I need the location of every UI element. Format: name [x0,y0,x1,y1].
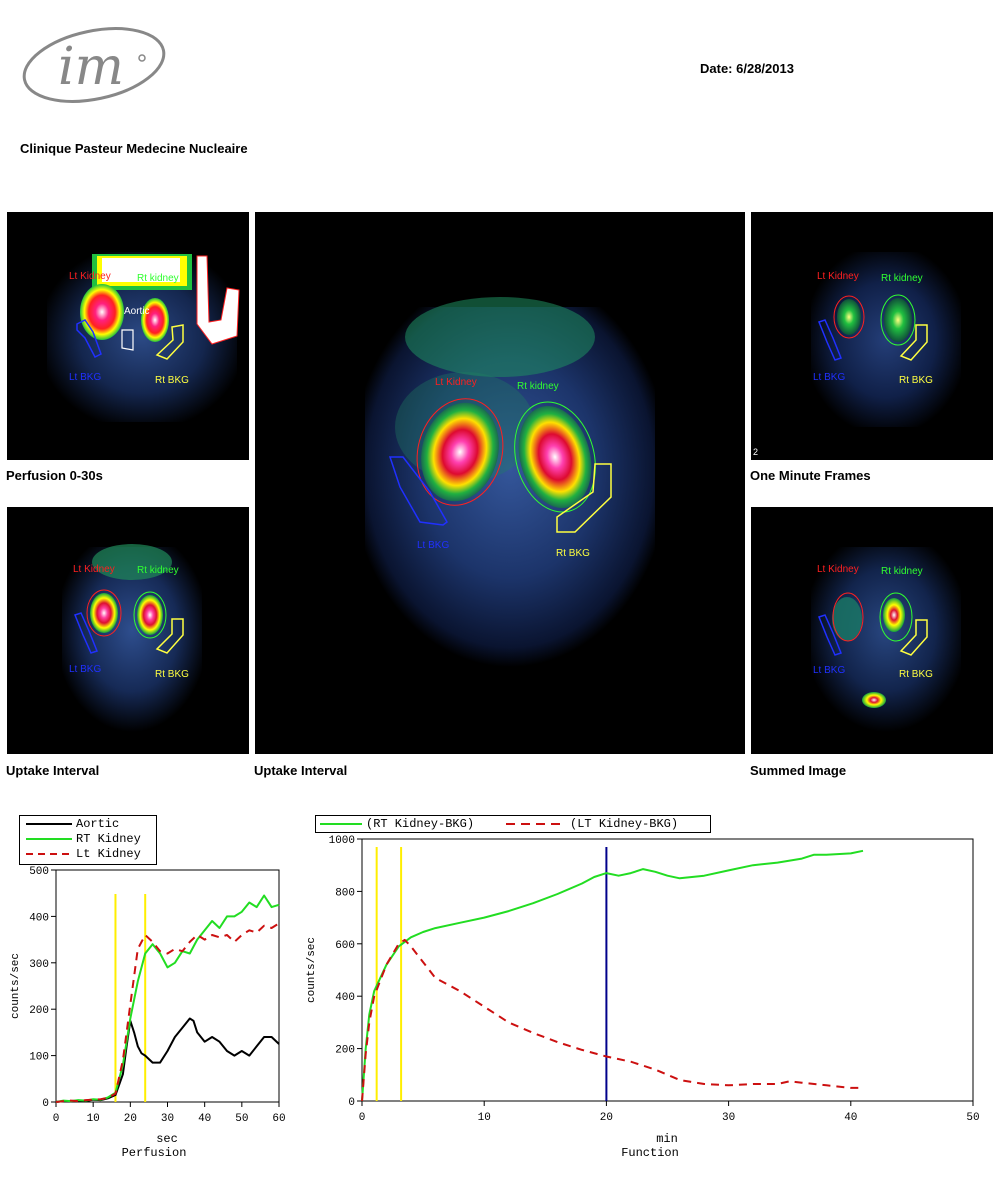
y-tick-label: 500 [29,866,49,878]
roi-label-lt-bkg: Lt BKG [813,372,846,383]
x-tick-label: 50 [966,1112,979,1124]
roi-label-rt-bkg: Rt BKG [155,375,189,386]
y-axis-label: counts/sec [10,953,22,1019]
legend-item-aortic: Aortic [20,816,156,831]
y-tick-label: 200 [29,1005,49,1017]
roi-label-lt-bkg: Lt BKG [69,372,102,383]
roi-label-rt-kidney: Rt kidney [881,273,923,284]
one-minute-frames-image: Lt Kidney Rt kidney Lt BKG Rt BKG 2 [751,212,993,460]
roi-label-aortic: Aortic [124,306,150,317]
perfusion-chart: 0 10 20 30 40 50 60 0 100 200 300 400 500 counts/sec… [10,866,286,1160]
x-axis-label: min [656,1132,678,1146]
roi-label-lt-kidney: Lt Kidney [69,271,111,282]
roi-label-lt-kidney: Lt Kidney [817,564,859,575]
legend-label: RT Kidney [76,831,141,846]
legend-label-rt: (RT Kidney-BKG) [366,817,475,831]
x-tick-label: 40 [198,1113,211,1125]
function-legend: (RT Kidney-BKG) (LT Kidney-BKG) [315,815,711,833]
x-tick-label: 40 [844,1112,857,1124]
roi-label-rt-kidney: Rt kidney [881,566,923,577]
legend-label: Aortic [76,816,120,831]
y-tick-label: 300 [29,959,49,971]
roi-label-lt-bkg: Lt BKG [813,665,846,676]
one-minute-caption: One Minute Frames [750,468,871,483]
y-axis-label: counts/sec [306,937,318,1003]
x-tick-label: 0 [359,1112,366,1124]
roi-label-rt-bkg: Rt BKG [899,669,933,680]
roi-label-lt-kidney: Lt Kidney [817,271,859,282]
series-line-1 [361,938,863,1102]
uptake-small-caption: Uptake Interval [6,763,100,778]
legend-label-lt: (LT Kidney-BKG) [570,817,679,831]
series-line-0 [361,849,864,1102]
roi-label-rt-kidney: Rt kidney [517,381,559,392]
y-tick-label: 100 [29,1052,49,1064]
series-line-2 [55,922,280,1103]
plot-frame [361,838,974,1102]
uptake-large-caption: Uptake Interval [254,763,348,778]
perfusion-legend: Aortic RT Kidney Lt Kidney [19,815,157,865]
x-tick-label: 20 [124,1113,137,1125]
y-tick-label: 400 [335,992,355,1004]
frame-number: 2 [753,447,759,457]
roi-label-rt-bkg: Rt BKG [899,375,933,386]
x-tick-label: 10 [87,1113,100,1125]
perfusion-image: Lt Kidney Rt kidney Aortic Lt BKG Rt BKG [7,212,249,460]
y-tick-label: 800 [335,887,355,899]
series-line-0 [55,1017,280,1103]
legend-item-rt-kidney: RT Kidney [20,831,156,846]
clinic-name: Clinique Pasteur Medecine Nucleaire [20,141,248,156]
x-axis-label: sec [156,1132,178,1146]
roi-label-lt-bkg: Lt BKG [417,540,450,551]
uptake-large-image: Lt Kidney Rt kidney Lt BKG Rt BKG [255,212,745,754]
y-tick-label: 0 [348,1097,355,1109]
roi-label-rt-bkg: Rt BKG [556,548,590,559]
legend-row: (RT Kidney-BKG) (LT Kidney-BKG) [316,816,710,832]
roi-label-lt-kidney: Lt Kidney [435,377,477,388]
roi-label-lt-kidney: Lt Kidney [73,564,115,575]
x-tick-label: 20 [600,1112,613,1124]
perfusion-caption: Perfusion 0-30s [6,468,103,483]
x-tick-label: 50 [235,1113,248,1125]
y-tick-label: 400 [29,912,49,924]
chart-title: Perfusion [122,1146,187,1160]
y-tick-label: 0 [42,1098,49,1110]
roi-label-lt-bkg: Lt BKG [69,664,102,675]
summed-caption: Summed Image [750,763,847,778]
chart-title: Function [621,1146,679,1160]
y-tick-label: 200 [335,1045,355,1057]
svg-text:im: im [58,37,124,97]
clinic-logo: im [18,22,173,106]
legend-item-lt-kidney: Lt Kidney [20,846,156,861]
x-tick-label: 30 [722,1112,735,1124]
summed-image: Lt Kidney Rt kidney Lt BKG Rt BKG [751,507,993,754]
uptake-small-image: Lt Kidney Rt kidney Lt BKG Rt BKG [7,507,249,754]
roi-label-rt-kidney: Rt kidney [137,273,179,284]
x-tick-label: 10 [478,1112,491,1124]
x-tick-label: 30 [161,1113,174,1125]
roi-label-rt-kidney: Rt kidney [137,565,179,576]
x-tick-label: 60 [272,1113,285,1125]
series-line-1 [55,894,280,1103]
report-date: Date: 6/28/2013 [700,61,794,76]
y-tick-label: 1000 [329,835,355,847]
y-tick-label: 600 [335,940,355,952]
x-tick-label: 0 [53,1113,60,1125]
plot-frame [55,869,280,1103]
legend-label: Lt Kidney [76,846,141,861]
roi-label-rt-bkg: Rt BKG [155,669,189,680]
